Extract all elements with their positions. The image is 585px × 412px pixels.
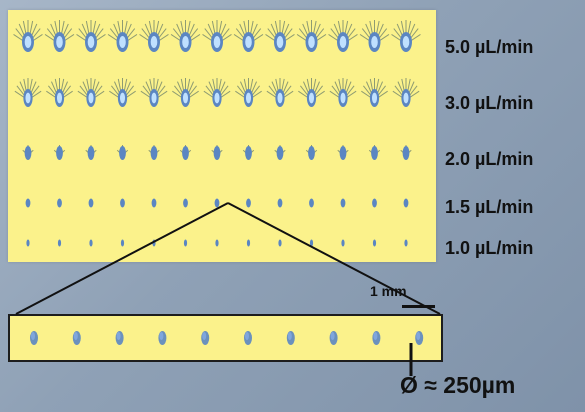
droplet bbox=[151, 198, 157, 208]
zoomed-droplet bbox=[244, 331, 252, 345]
zoomed-droplet bbox=[158, 331, 167, 345]
droplet bbox=[14, 78, 42, 107]
droplet bbox=[120, 239, 125, 247]
droplet-row bbox=[25, 198, 409, 208]
droplet bbox=[53, 145, 66, 160]
droplet bbox=[329, 78, 357, 107]
droplet bbox=[203, 78, 231, 107]
droplet bbox=[298, 78, 325, 107]
zoomed-droplet bbox=[72, 331, 81, 345]
droplet bbox=[46, 78, 73, 107]
droplet bbox=[183, 198, 188, 208]
droplet bbox=[392, 78, 420, 107]
zoomed-droplet bbox=[201, 331, 210, 345]
droplet bbox=[214, 198, 220, 208]
droplet bbox=[120, 198, 125, 208]
droplet bbox=[309, 198, 314, 208]
droplet bbox=[266, 78, 294, 107]
droplet-diameter-label: Ø ≈ 250µm bbox=[400, 372, 516, 398]
droplet bbox=[22, 145, 34, 160]
droplet bbox=[202, 20, 232, 52]
droplet bbox=[233, 20, 264, 52]
droplet bbox=[77, 78, 105, 107]
zoomed-droplet bbox=[286, 331, 295, 345]
droplet bbox=[211, 145, 223, 160]
droplet bbox=[89, 239, 93, 247]
droplet bbox=[274, 145, 286, 160]
droplet bbox=[44, 20, 75, 52]
droplet bbox=[88, 198, 94, 208]
flow-rate-label-2: 2.0 µL/min bbox=[445, 149, 534, 169]
droplet bbox=[361, 78, 388, 107]
droplet bbox=[391, 20, 421, 52]
droplet bbox=[116, 145, 129, 160]
droplet bbox=[372, 239, 377, 247]
droplet bbox=[296, 20, 327, 52]
droplet bbox=[337, 145, 349, 160]
droplet-row bbox=[22, 145, 412, 160]
droplet bbox=[57, 198, 62, 208]
flow-rate-label-1-5: 1.5 µL/min bbox=[445, 197, 534, 217]
droplet bbox=[328, 20, 358, 52]
droplet bbox=[265, 20, 295, 52]
droplet bbox=[25, 198, 31, 208]
droplet bbox=[309, 239, 314, 247]
droplet-row bbox=[26, 239, 408, 247]
droplet bbox=[359, 20, 390, 52]
scale-bar-label: 1 mm bbox=[370, 283, 407, 299]
callout-line-left bbox=[15, 202, 229, 315]
flow-rate-label-3: 3.0 µL/min bbox=[445, 93, 534, 113]
droplet bbox=[13, 20, 43, 52]
flow-rate-label-1: 1.0 µL/min bbox=[445, 238, 534, 258]
zoomed-droplet bbox=[115, 331, 124, 345]
droplet-row bbox=[14, 78, 420, 107]
droplet bbox=[403, 198, 409, 208]
droplet bbox=[183, 239, 188, 247]
zoomed-droplet bbox=[30, 331, 38, 345]
callout-line-right bbox=[227, 202, 441, 315]
droplet bbox=[172, 78, 199, 107]
droplet bbox=[278, 239, 282, 247]
droplet bbox=[400, 145, 412, 160]
droplet bbox=[277, 198, 283, 208]
droplet bbox=[340, 198, 346, 208]
droplet bbox=[246, 198, 251, 208]
droplet bbox=[215, 239, 219, 247]
droplet bbox=[85, 145, 97, 160]
droplet bbox=[109, 78, 136, 107]
zoomed-droplet bbox=[329, 331, 338, 345]
droplet bbox=[57, 239, 62, 247]
zoomed-droplet-row bbox=[8, 314, 443, 362]
droplet bbox=[305, 145, 318, 160]
droplet bbox=[140, 78, 168, 107]
droplet-array-svg bbox=[13, 20, 421, 247]
droplet bbox=[341, 239, 345, 247]
droplet bbox=[372, 198, 377, 208]
zoomed-droplet bbox=[372, 331, 381, 345]
droplet bbox=[368, 145, 381, 160]
droplet bbox=[139, 20, 169, 52]
droplet-array-image bbox=[8, 10, 436, 262]
flow-rate-label-5: 5.0 µL/min bbox=[445, 37, 534, 57]
droplet bbox=[107, 20, 138, 52]
droplet bbox=[76, 20, 106, 52]
droplet bbox=[246, 239, 251, 247]
droplet bbox=[235, 78, 262, 107]
zoomed-droplets-svg bbox=[30, 331, 424, 345]
droplet bbox=[148, 145, 160, 160]
scale-bar bbox=[402, 305, 435, 308]
droplet bbox=[179, 145, 192, 160]
droplet-row bbox=[13, 20, 421, 52]
droplet bbox=[170, 20, 201, 52]
droplet bbox=[404, 239, 408, 247]
zoomed-droplet bbox=[415, 331, 424, 345]
droplet bbox=[242, 145, 255, 160]
droplet bbox=[26, 239, 30, 247]
